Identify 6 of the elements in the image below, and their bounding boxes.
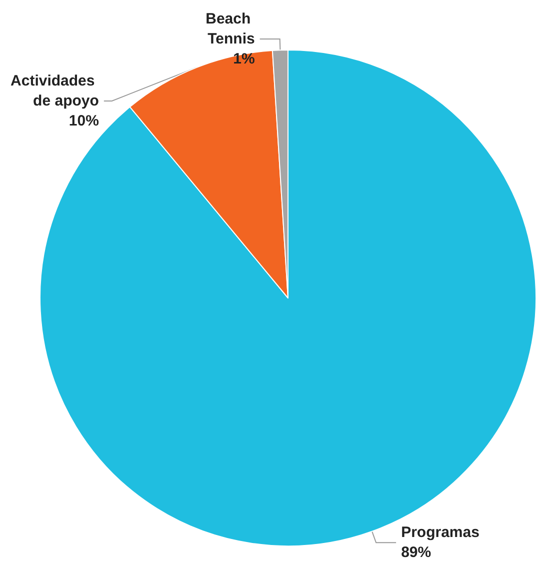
data-label: 10% <box>68 112 99 130</box>
slice-label: Actividades de apoyo <box>10 72 99 110</box>
slice-label: Beach Tennis <box>206 10 255 48</box>
data-label: 1% <box>233 50 255 68</box>
data-label: 89% <box>401 544 432 562</box>
slice-label: Programas <box>401 524 480 542</box>
